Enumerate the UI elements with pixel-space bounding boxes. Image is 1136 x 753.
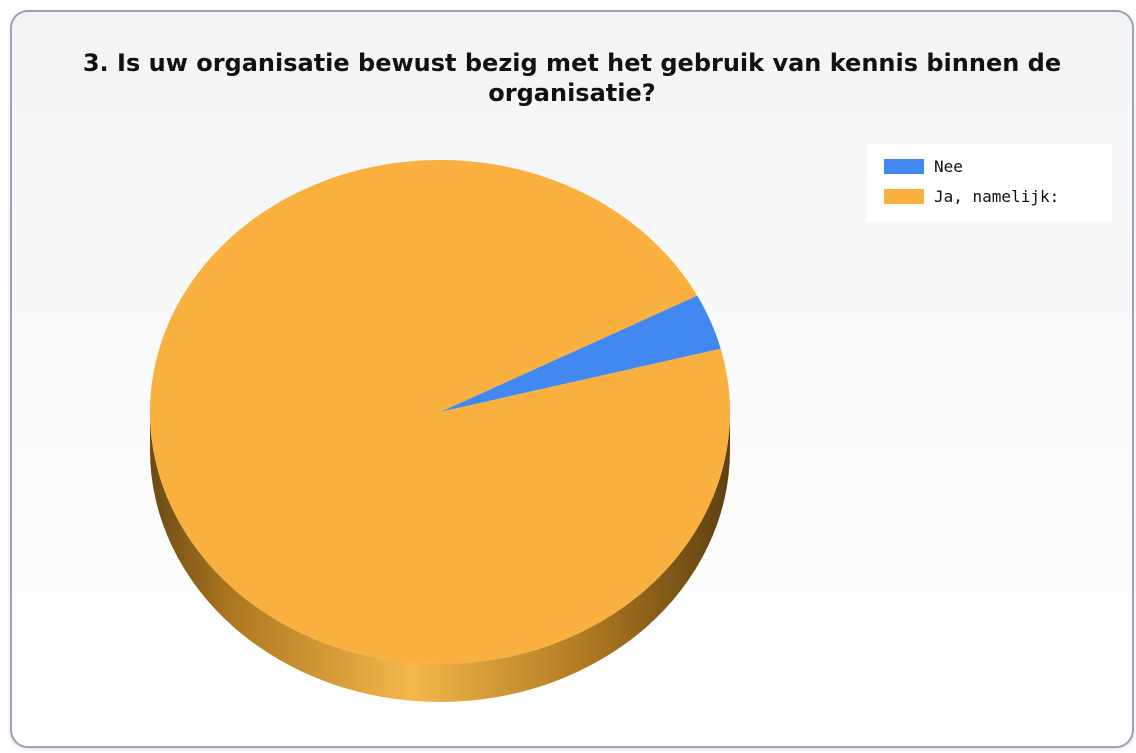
legend-label-ja: Ja, namelijk: — [934, 186, 1060, 206]
legend-item-nee[interactable]: Nee — [884, 156, 963, 176]
legend-swatch-nee — [884, 158, 924, 174]
legend-item-ja[interactable]: Ja, namelijk: — [884, 186, 1059, 206]
legend-label-nee: Nee — [934, 156, 963, 176]
pie-chart — [149, 160, 730, 702]
legend-swatch-ja — [884, 188, 924, 204]
chart-legend: Nee Ja, namelijk: — [867, 144, 1112, 222]
pie-slice-ja[interactable] — [149, 160, 730, 665]
chart-title: 3. Is uw organisatie bewust bezig met he… — [82, 49, 1062, 107]
chart-panel: 3. Is uw organisatie bewust bezig met he… — [10, 10, 1134, 748]
pie-slice-nee[interactable] — [440, 295, 721, 412]
